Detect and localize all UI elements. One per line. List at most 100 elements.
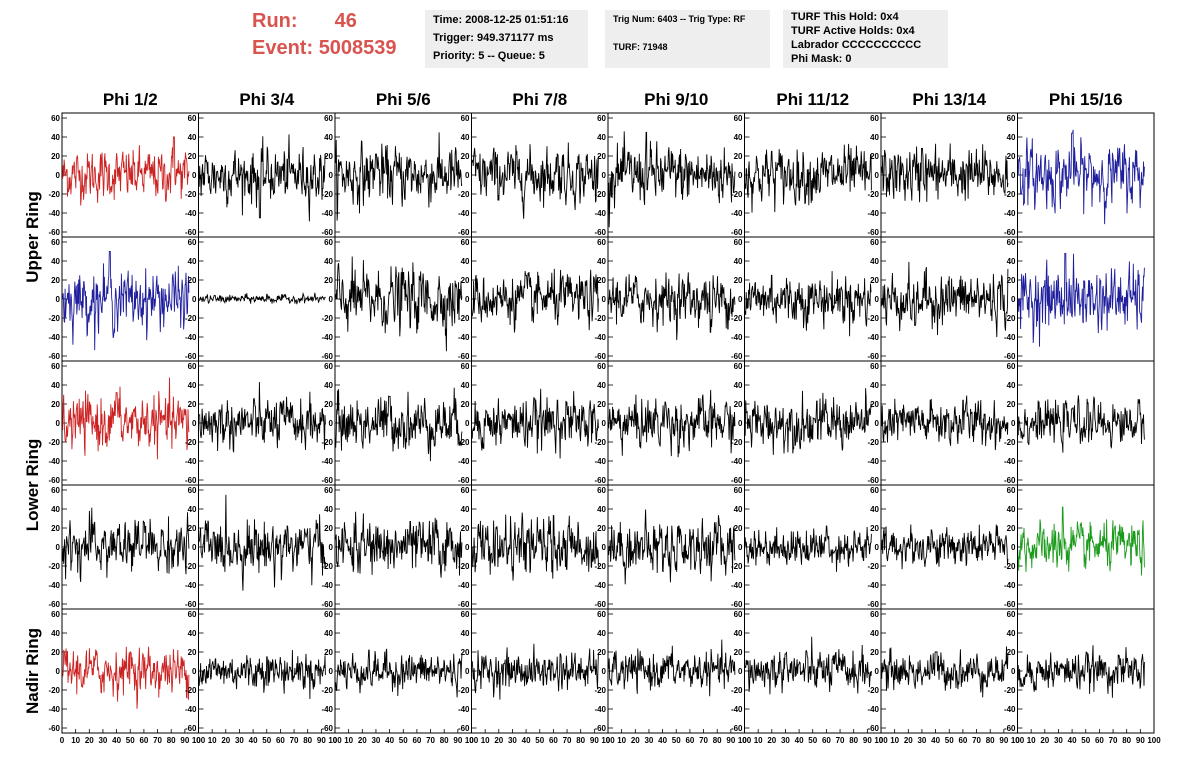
y-tick-label: -20 xyxy=(594,562,606,571)
y-tick-label: 60 xyxy=(461,486,470,495)
y-tick-label: -20 xyxy=(321,686,333,695)
x-tick-label: 20 xyxy=(631,736,640,745)
time-line: Time: 2008-12-25 01:51:16 xyxy=(433,14,569,26)
panel-frame xyxy=(61,236,199,362)
y-tick-label: 60 xyxy=(870,610,879,619)
y-tick-label: -20 xyxy=(867,190,879,199)
y-tick-label: -60 xyxy=(1004,600,1016,609)
x-tick-label: 10 xyxy=(890,736,899,745)
y-tick-label: -60 xyxy=(731,352,743,361)
y-tick-label: -20 xyxy=(458,562,470,571)
y-tick-label: -60 xyxy=(594,724,606,733)
y-tick-label: -60 xyxy=(458,228,470,237)
y-tick-label: -40 xyxy=(458,457,470,466)
y-tick-label: 40 xyxy=(1007,629,1016,638)
labrador-line: Labrador CCCCCCCCCC xyxy=(791,39,922,51)
y-tick-label: -20 xyxy=(594,686,606,695)
waveform-trace xyxy=(62,507,190,583)
x-tick-label: 50 xyxy=(399,736,408,745)
y-tick-label: -20 xyxy=(867,562,879,571)
y-tick-label: -40 xyxy=(594,581,606,590)
y-tick-label: -20 xyxy=(1004,562,1016,571)
y-tick-label: 0 xyxy=(602,543,607,552)
y-tick-label: -20 xyxy=(458,314,470,323)
x-tick-label: 10 xyxy=(1027,736,1036,745)
waveform-panel: -60 -40 -20 0 20 40 60 xyxy=(731,360,882,486)
y-tick-label: 60 xyxy=(188,610,197,619)
y-tick-label: -60 xyxy=(458,352,470,361)
x-tick-label: 80 xyxy=(576,736,585,745)
y-tick-label: -60 xyxy=(867,228,879,237)
y-tick-label: 60 xyxy=(51,610,60,619)
x-tick-label: 30 xyxy=(1054,736,1063,745)
y-tick-label: -60 xyxy=(1004,476,1016,485)
y-tick-label: -40 xyxy=(867,333,879,342)
y-tick-label: -20 xyxy=(185,562,197,571)
x-tick-label: 0 xyxy=(879,736,884,745)
column-header: Phi 15/16 xyxy=(1049,90,1123,109)
x-tick-label: 70 xyxy=(972,736,981,745)
y-tick-label: 20 xyxy=(51,400,60,409)
y-tick-label: 20 xyxy=(1007,648,1016,657)
y-tick-label: -20 xyxy=(458,190,470,199)
y-tick-label: -60 xyxy=(48,600,60,609)
y-tick-label: -60 xyxy=(185,724,197,733)
y-tick-label: -40 xyxy=(48,209,60,218)
waveform-trace xyxy=(62,377,190,460)
y-tick-label: 60 xyxy=(870,114,879,123)
y-tick-label: 40 xyxy=(188,505,197,514)
y-tick-label: -20 xyxy=(1004,686,1016,695)
x-tick-label: 0 xyxy=(333,736,338,745)
x-tick-label: 90 xyxy=(590,736,599,745)
y-tick-label: 60 xyxy=(461,610,470,619)
y-tick-label: 20 xyxy=(870,152,879,161)
x-tick-label: 40 xyxy=(385,736,394,745)
y-tick-label: 40 xyxy=(870,505,879,514)
y-tick-label: 20 xyxy=(597,152,606,161)
event-value: 5008539 xyxy=(318,37,397,59)
x-tick-label: 10 xyxy=(344,736,353,745)
y-tick-label: -20 xyxy=(731,562,743,571)
y-tick-label: -40 xyxy=(731,333,743,342)
y-tick-label: -40 xyxy=(185,457,197,466)
y-tick-label: 20 xyxy=(324,400,333,409)
y-tick-label: 60 xyxy=(461,238,470,247)
y-tick-label: -60 xyxy=(321,724,333,733)
waveform-panel: -60 -40 -20 0 20 40 60 xyxy=(48,236,199,362)
y-tick-label: -20 xyxy=(458,686,470,695)
y-tick-label: -60 xyxy=(1004,228,1016,237)
y-tick-label: 40 xyxy=(597,133,606,142)
y-tick-label: 20 xyxy=(51,276,60,285)
y-tick-label: 0 xyxy=(465,667,470,676)
y-tick-label: -20 xyxy=(185,686,197,695)
y-tick-label: -20 xyxy=(594,190,606,199)
x-tick-label: 70 xyxy=(563,736,572,745)
y-tick-label: -40 xyxy=(185,705,197,714)
x-tick-label: 0 xyxy=(1015,736,1020,745)
y-tick-label: -20 xyxy=(867,686,879,695)
waveform-trace xyxy=(471,512,599,581)
y-tick-label: 60 xyxy=(324,114,333,123)
y-tick-label: 0 xyxy=(1011,543,1016,552)
waveform-panel: -60 -40 -20 0 20 40 60 xyxy=(1004,484,1155,610)
y-tick-label: 40 xyxy=(51,133,60,142)
y-tick-label: 20 xyxy=(1007,524,1016,533)
y-tick-label: 0 xyxy=(329,667,334,676)
waveform-panel: -60 -40 -20 0 20 40 60 xyxy=(594,484,745,610)
trig-num-line: Trig Num: 6403 -- Trig Type: RF xyxy=(613,14,746,24)
y-tick-label: 0 xyxy=(875,419,880,428)
y-tick-label: 0 xyxy=(738,543,743,552)
turf-line: TURF: 71948 xyxy=(613,42,668,52)
y-tick-label: 60 xyxy=(51,362,60,371)
x-tick-label: 60 xyxy=(958,736,967,745)
waveform-trace xyxy=(744,636,872,695)
y-tick-label: -60 xyxy=(185,476,197,485)
waveform-panel: -60 -40 -20 0 20 40 60 xyxy=(321,112,472,238)
x-tick-label: 70 xyxy=(836,736,845,745)
y-tick-label: 20 xyxy=(734,400,743,409)
y-tick-label: -40 xyxy=(321,705,333,714)
x-tick-label: 30 xyxy=(508,736,517,745)
